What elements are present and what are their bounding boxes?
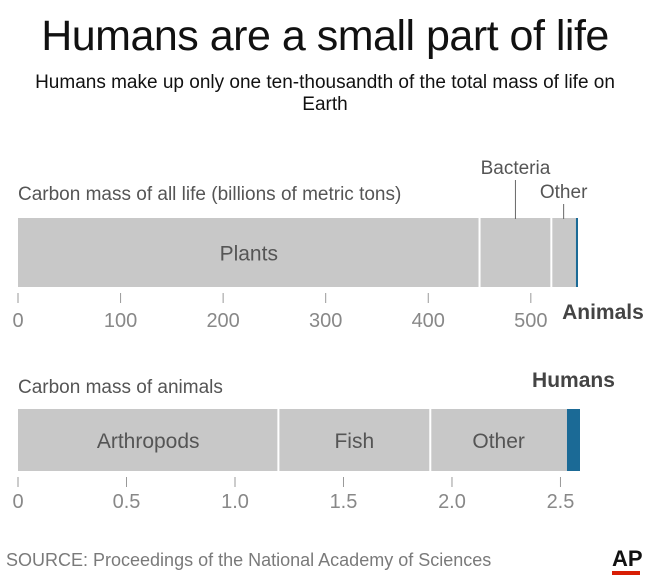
- chart2-tick-label: 0.5: [113, 491, 141, 513]
- chart2-title: Carbon mass of animals: [18, 377, 223, 398]
- chart1-tick-label: 300: [309, 310, 342, 332]
- chart2-tick-label: 1.5: [330, 491, 358, 513]
- chart2-tick-label: 1.0: [221, 491, 249, 513]
- chart2-label-fish: Fish: [334, 430, 374, 453]
- chart1-label-animals: Animals: [562, 301, 644, 324]
- chart2-label-humans: Humans: [532, 369, 615, 392]
- ap-logo-text: AP: [612, 546, 643, 571]
- chart1-title: Carbon mass of all life (billions of met…: [18, 184, 401, 205]
- chart2-label-arthropods: Arthropods: [97, 430, 200, 453]
- chart1-label-other: Other: [540, 182, 588, 203]
- chart1-separator: [550, 218, 553, 287]
- chart2-tick-label: 2.0: [438, 491, 466, 513]
- chart1-label-plants: Plants: [220, 243, 278, 266]
- chart1-bar-other: [551, 218, 576, 287]
- chart1-tick-label: 400: [412, 310, 445, 332]
- chart2-tick-label: 2.5: [547, 491, 575, 513]
- chart1-label-bacteria: Bacteria: [481, 158, 551, 179]
- chart2-bar-arthropods: [18, 409, 279, 471]
- chart1-bar-plants: [18, 218, 480, 287]
- chart1-separator: [478, 218, 481, 287]
- chart2-separator: [429, 409, 432, 471]
- chart2-bar-humans: [566, 409, 580, 471]
- chart2-bar-fish: [278, 409, 431, 471]
- source-note: SOURCE: Proceedings of the National Acad…: [6, 550, 492, 570]
- chart1-tick-label: 500: [514, 310, 547, 332]
- ap-logo: AP: [612, 548, 643, 575]
- chart1-bar-bacteria: [479, 218, 552, 287]
- chart1-tick-label: 100: [104, 310, 137, 332]
- chart2-label-other: Other: [472, 430, 525, 453]
- chart2-bar-other: [430, 409, 567, 471]
- chart1-tick-label: 0: [12, 310, 23, 332]
- chart-title: Humans are a small part of life: [41, 12, 609, 60]
- ap-logo-bar: [612, 571, 640, 575]
- chart2-tick-label: 0: [12, 491, 23, 513]
- chart2-separator: [277, 409, 280, 471]
- chart-subtitle: Humans make up only one ten-thousandth o…: [35, 72, 615, 115]
- chart1-tick-label: 200: [206, 310, 239, 332]
- chart1-bar-animals: [575, 218, 578, 287]
